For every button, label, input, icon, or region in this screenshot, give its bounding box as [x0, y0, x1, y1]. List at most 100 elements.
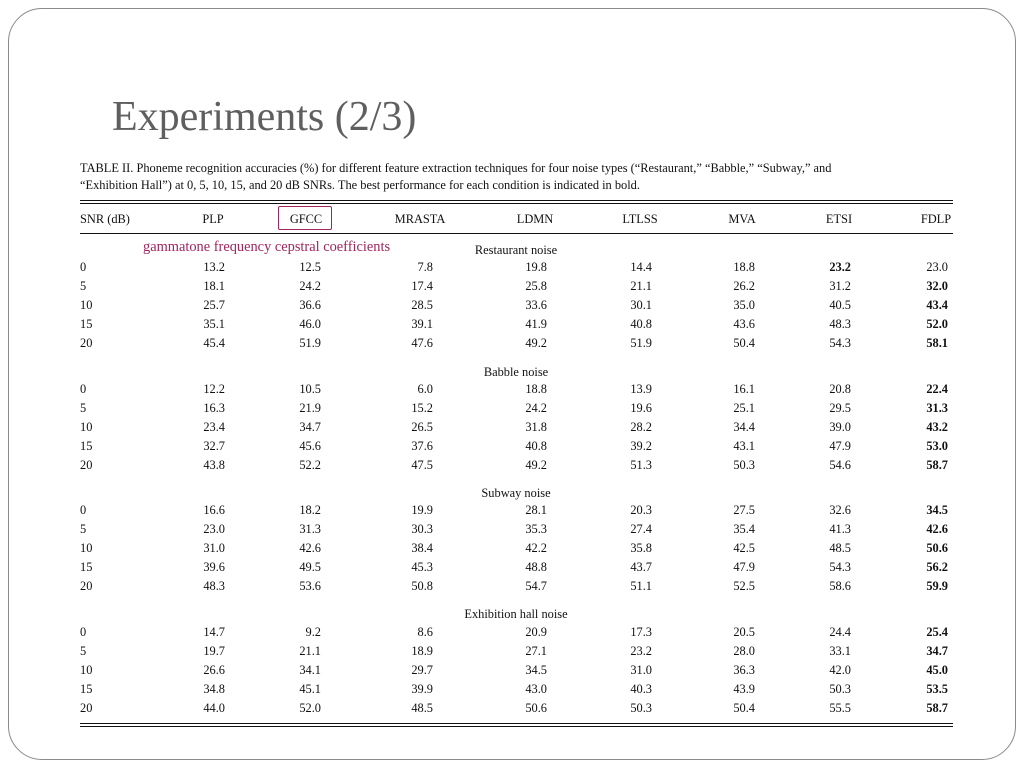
table-cell: 15.2 [411, 401, 433, 415]
table-cell: 9.2 [305, 625, 322, 639]
table-cell: 50.3 [733, 458, 755, 472]
table-cell: 35.8 [630, 541, 652, 555]
table-cell: 22.4 [926, 382, 948, 396]
snr-cell: 5 [80, 522, 87, 536]
column-header: FDLP [920, 212, 952, 226]
table-cell: 20.9 [525, 625, 547, 639]
table-cell: 39.0 [829, 420, 851, 434]
table-cell: 13.9 [630, 382, 652, 396]
table-cell: 17.4 [411, 279, 433, 293]
table-cell: 16.1 [733, 382, 755, 396]
snr-cell: 15 [80, 317, 93, 331]
table-cell: 30.3 [411, 522, 433, 536]
table-cell: 20.8 [829, 382, 851, 396]
table-cell: 34.5 [525, 663, 547, 677]
table-cell: 48.3 [829, 317, 851, 331]
column-header: MRASTA [394, 212, 446, 226]
snr-cell: 0 [80, 260, 87, 274]
table-cell: 35.3 [525, 522, 547, 536]
section-label: Babble noise [483, 365, 549, 379]
table-cell: 54.7 [525, 579, 547, 593]
table-cell: 49.2 [525, 336, 547, 350]
table-cell: 40.3 [630, 682, 652, 696]
table-cell: 42.2 [525, 541, 547, 555]
section-label: Exhibition hall noise [464, 607, 568, 621]
column-header: PLP [202, 212, 224, 226]
table-cell: 16.6 [203, 503, 225, 517]
table-cell: 29.5 [829, 401, 851, 415]
table-cell: 18.8 [733, 260, 755, 274]
snr-cell: 20 [80, 458, 93, 472]
table-cell: 26.6 [203, 663, 225, 677]
table-cell: 56.2 [926, 560, 948, 574]
table-cell: 50.3 [829, 682, 851, 696]
table-cell: 28.1 [525, 503, 547, 517]
table-cell: 7.8 [417, 260, 434, 274]
table-bottom-rule-double [80, 726, 953, 727]
table-cell: 48.5 [829, 541, 851, 555]
table-cell: 34.8 [203, 682, 225, 696]
table-cell: 51.9 [299, 336, 321, 350]
table-cell: 53.0 [926, 439, 948, 453]
table-cell: 58.6 [829, 579, 851, 593]
table-cell: 40.8 [630, 317, 652, 331]
table-cell: 41.3 [829, 522, 851, 536]
table-cell: 31.0 [630, 663, 652, 677]
table-cell: 34.7 [926, 644, 948, 658]
table-cell: 27.1 [525, 644, 547, 658]
table-cell: 24.2 [525, 401, 547, 415]
caption-line-2: “Exhibition Hall”) at 0, 5, 10, 15, and … [80, 177, 640, 192]
table-cell: 58.1 [926, 336, 948, 350]
table-cell: 19.7 [203, 644, 225, 658]
table-cell: 18.9 [411, 644, 433, 658]
table-cell: 47.6 [411, 336, 433, 350]
table-cell: 48.3 [203, 579, 225, 593]
table-cell: 25.1 [733, 401, 755, 415]
table-cell: 43.8 [203, 458, 225, 472]
table-cell: 35.4 [733, 522, 755, 536]
table-cell: 20.3 [630, 503, 652, 517]
table-cell: 52.5 [733, 579, 755, 593]
column-header: LTLSS [622, 212, 658, 226]
table-cell: 54.3 [829, 560, 851, 574]
table-cell: 45.0 [926, 663, 948, 677]
table-cell: 16.3 [203, 401, 225, 415]
table-cell: 50.6 [525, 701, 547, 715]
table-cell: 34.7 [299, 420, 321, 434]
table-cell: 49.2 [525, 458, 547, 472]
table-cell: 34.1 [299, 663, 321, 677]
table-cell: 14.4 [630, 260, 652, 274]
table-cell: 18.8 [525, 382, 547, 396]
table-cell: 19.8 [525, 260, 547, 274]
table-cell: 31.2 [829, 279, 851, 293]
snr-cell: 5 [80, 401, 87, 415]
table-cell: 32.7 [203, 439, 225, 453]
table-cell: 10.5 [299, 382, 321, 396]
table-cell: 25.7 [203, 298, 225, 312]
table-cell: 18.1 [203, 279, 225, 293]
table-cell: 20.5 [733, 625, 755, 639]
table-cell: 52.0 [926, 317, 948, 331]
table-cell: 36.6 [299, 298, 321, 312]
table-bottom-rule [80, 723, 953, 724]
table-cell: 53.5 [926, 682, 948, 696]
table-cell: 39.6 [203, 560, 225, 574]
table-cell: 47.5 [411, 458, 433, 472]
table-cell: 51.1 [630, 579, 652, 593]
table-cell: 43.4 [926, 298, 948, 312]
table-cell: 45.6 [299, 439, 321, 453]
table-cell: 43.1 [733, 439, 755, 453]
column-header: SNR (dB) [80, 212, 130, 226]
snr-cell: 10 [80, 298, 93, 312]
table-cell: 12.2 [203, 382, 225, 396]
snr-cell: 10 [80, 663, 93, 677]
table-cell: 21.1 [630, 279, 652, 293]
table-cell: 51.9 [630, 336, 652, 350]
caption-line-1: TABLE II. Phoneme recognition accuracies… [80, 161, 832, 175]
table-cell: 23.4 [203, 420, 225, 434]
table-cell: 36.3 [733, 663, 755, 677]
table-cell: 47.9 [829, 439, 851, 453]
table-cell: 45.4 [203, 336, 225, 350]
table-cell: 24.4 [829, 625, 851, 639]
